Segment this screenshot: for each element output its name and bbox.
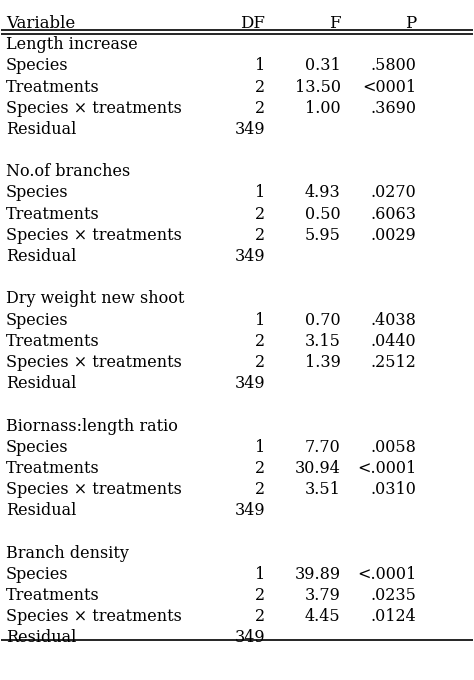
Text: 1: 1 [255, 439, 265, 456]
Text: 2: 2 [255, 227, 265, 244]
Text: 4.93: 4.93 [305, 184, 341, 201]
Text: 3.79: 3.79 [305, 587, 341, 604]
Text: .5800: .5800 [370, 57, 416, 74]
Text: 1: 1 [255, 311, 265, 328]
Text: .2512: .2512 [370, 354, 416, 371]
Text: .0029: .0029 [370, 227, 416, 244]
Text: .4038: .4038 [370, 311, 416, 328]
Text: 5.95: 5.95 [305, 227, 341, 244]
Text: <.0001: <.0001 [357, 460, 416, 477]
Text: 2: 2 [255, 460, 265, 477]
Text: 2: 2 [255, 587, 265, 604]
Text: Length increase: Length increase [6, 36, 138, 53]
Text: Residual: Residual [6, 375, 76, 392]
Text: Variable: Variable [6, 15, 75, 32]
Text: Species: Species [6, 311, 69, 328]
Text: 0.50: 0.50 [305, 205, 341, 222]
Text: 2: 2 [255, 100, 265, 117]
Text: <.0001: <.0001 [357, 566, 416, 583]
Text: 0.70: 0.70 [305, 311, 341, 328]
Text: Species × treatments: Species × treatments [6, 609, 182, 626]
Text: F: F [329, 15, 341, 32]
Text: 30.94: 30.94 [295, 460, 341, 477]
Text: 2: 2 [255, 333, 265, 350]
Text: Residual: Residual [6, 248, 76, 265]
Text: No.of branches: No.of branches [6, 163, 130, 180]
Text: .6063: .6063 [370, 205, 416, 222]
Text: Species × treatments: Species × treatments [6, 100, 182, 117]
Text: 349: 349 [235, 375, 265, 392]
Text: Species: Species [6, 566, 69, 583]
Text: Dry weight new shoot: Dry weight new shoot [6, 290, 184, 307]
Text: Treatments: Treatments [6, 587, 100, 604]
Text: 349: 349 [235, 121, 265, 138]
Text: Species: Species [6, 439, 69, 456]
Text: Treatments: Treatments [6, 78, 100, 95]
Text: Residual: Residual [6, 503, 76, 520]
Text: 39.89: 39.89 [294, 566, 341, 583]
Text: 1.00: 1.00 [305, 100, 341, 117]
Text: Residual: Residual [6, 630, 76, 647]
Text: 4.45: 4.45 [305, 609, 341, 626]
Text: 1: 1 [255, 566, 265, 583]
Text: Species × treatments: Species × treatments [6, 481, 182, 498]
Text: 2: 2 [255, 481, 265, 498]
Text: 1.39: 1.39 [305, 354, 341, 371]
Text: .0270: .0270 [370, 184, 416, 201]
Text: 2: 2 [255, 609, 265, 626]
Text: 3.51: 3.51 [305, 481, 341, 498]
Text: .0310: .0310 [370, 481, 416, 498]
Text: Treatments: Treatments [6, 333, 100, 350]
Text: Treatments: Treatments [6, 205, 100, 222]
Text: Treatments: Treatments [6, 460, 100, 477]
Text: .0124: .0124 [370, 609, 416, 626]
Text: 349: 349 [235, 630, 265, 647]
Text: 2: 2 [255, 78, 265, 95]
Text: <0001: <0001 [362, 78, 416, 95]
Text: 7.70: 7.70 [305, 439, 341, 456]
Text: 13.50: 13.50 [295, 78, 341, 95]
Text: Branch density: Branch density [6, 545, 129, 562]
Text: .3690: .3690 [370, 100, 416, 117]
Text: DF: DF [240, 15, 265, 32]
Text: 1: 1 [255, 57, 265, 74]
Text: Species: Species [6, 57, 69, 74]
Text: .0058: .0058 [370, 439, 416, 456]
Text: Species × treatments: Species × treatments [6, 354, 182, 371]
Text: Species × treatments: Species × treatments [6, 227, 182, 244]
Text: .0440: .0440 [371, 333, 416, 350]
Text: 3.15: 3.15 [305, 333, 341, 350]
Text: 349: 349 [235, 503, 265, 520]
Text: 1: 1 [255, 184, 265, 201]
Text: 0.31: 0.31 [305, 57, 341, 74]
Text: Residual: Residual [6, 121, 76, 138]
Text: P: P [405, 15, 416, 32]
Text: .0235: .0235 [370, 587, 416, 604]
Text: 2: 2 [255, 205, 265, 222]
Text: Species: Species [6, 184, 69, 201]
Text: Biornass:length ratio: Biornass:length ratio [6, 418, 178, 435]
Text: 2: 2 [255, 354, 265, 371]
Text: 349: 349 [235, 248, 265, 265]
